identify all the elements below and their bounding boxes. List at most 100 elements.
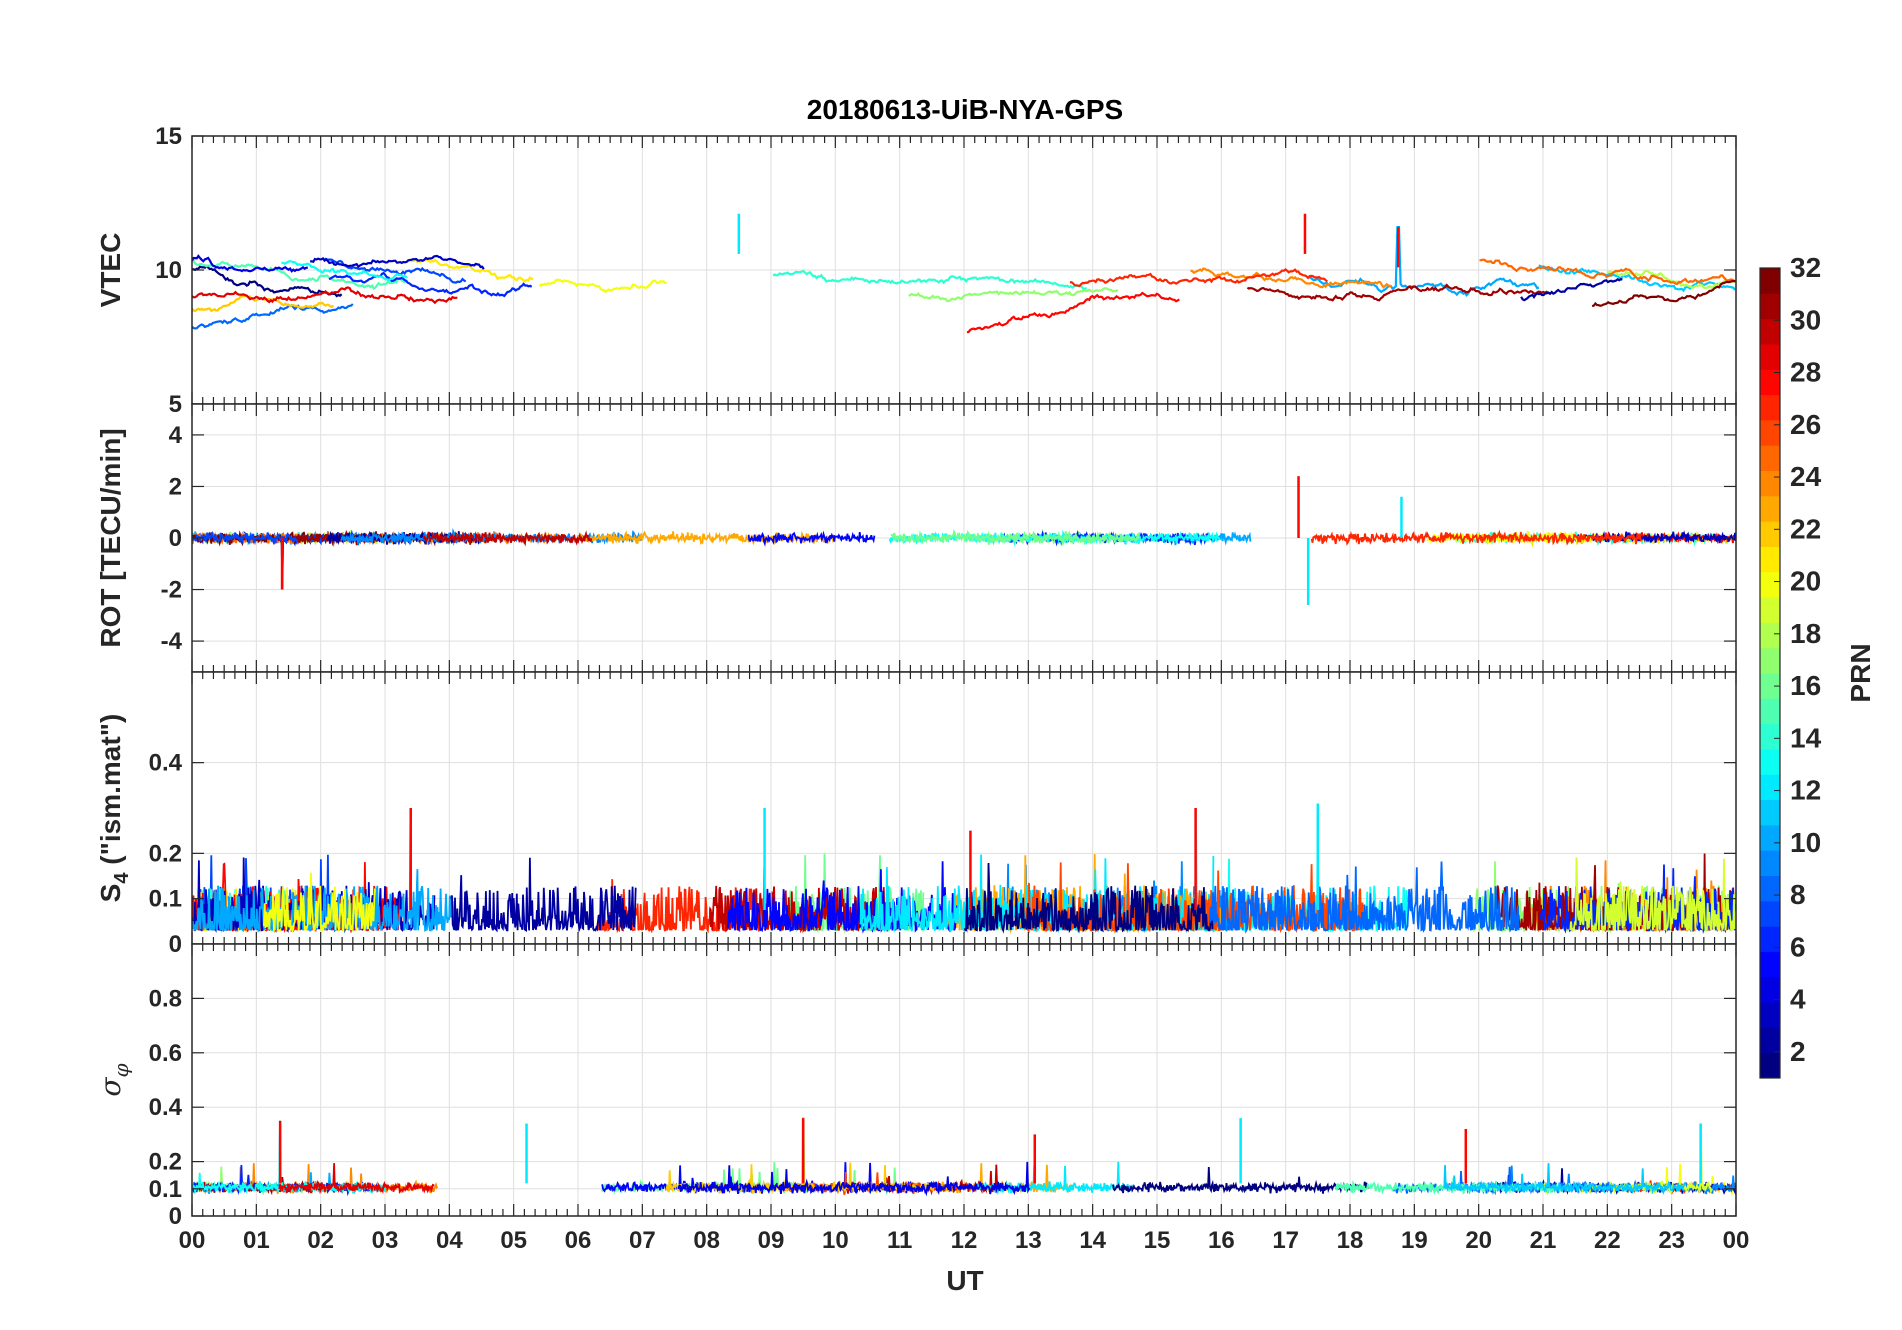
series-group [192, 527, 1736, 590]
y-axis-label-sigma-phi: σφ [94, 1063, 133, 1096]
x-tick-label: 01 [243, 1227, 270, 1254]
series-prn-13 [281, 260, 408, 282]
colorbar-swatch [1760, 622, 1780, 649]
y-axis-label-rot: ROT [TECU/min] [95, 428, 126, 647]
colorbar-swatch [1760, 343, 1780, 370]
x-tick-label: 14 [1079, 1227, 1106, 1254]
series-prn-14 [772, 270, 1087, 291]
colorbar-swatch [1760, 673, 1780, 699]
series-prn-10 [192, 807, 460, 934]
colorbar-swatch [1760, 900, 1780, 927]
x-ticks [191, 136, 1737, 404]
series-prn-32 [1591, 279, 1736, 308]
colorbar-swatch [1760, 1052, 1780, 1079]
colorbar-tick-label: 8 [1790, 879, 1806, 910]
colorbar-tick-label: 30 [1790, 304, 1821, 335]
y-tick-label: -4 [161, 628, 183, 655]
colorbar-swatch [1760, 546, 1780, 573]
colorbar-swatch [1760, 647, 1780, 674]
panel-vtec: 5 10 15 VTEC [95, 123, 1737, 418]
x-tick-label: 00 [1723, 1227, 1750, 1254]
y-tick-label: 4 [169, 422, 183, 449]
colorbar-swatch [1760, 875, 1780, 902]
series-prn-11 [1443, 1163, 1686, 1195]
x-tick-label: 09 [758, 1227, 785, 1254]
y-tick-label: 2 [169, 473, 182, 500]
series-prn-29 [278, 1163, 435, 1195]
colorbar-tick-label: 10 [1790, 827, 1821, 858]
colorbar-tick-label: 22 [1790, 513, 1821, 544]
peak-marks [278, 1118, 1702, 1184]
x-tick-label: 11 [887, 1227, 912, 1254]
colorbar-frame [1759, 267, 1781, 1079]
panel-rot: -4 -2 0 2 4 ROT [TECU/min] [95, 403, 1737, 673]
series-prn-1 [963, 862, 1215, 934]
x-tick-label: 21 [1530, 1227, 1557, 1254]
colorbar-swatch [1760, 571, 1780, 598]
y-tick-label: 0.4 [149, 750, 183, 777]
series-prn-27 [1310, 529, 1643, 547]
y-tick-label: -2 [161, 577, 182, 604]
x-tick-label: 15 [1144, 1227, 1171, 1254]
colorbar-tick-label: 20 [1790, 566, 1821, 597]
series-prn-4 [192, 254, 308, 273]
series-prn-1 [192, 264, 343, 298]
series-prn-28 [966, 291, 1180, 334]
x-tick-label: 20 [1465, 1227, 1492, 1254]
series-prn-6 [328, 271, 533, 298]
colorbar-swatch [1760, 521, 1780, 547]
series-prn-6 [1539, 864, 1736, 934]
y-tick-label: 0 [169, 1203, 182, 1230]
colorbar-tick-label: 6 [1790, 931, 1806, 962]
y-axis-label-rest: ("ism.mat") [95, 714, 126, 873]
colorbar-tick-label: 26 [1790, 409, 1821, 440]
y-tick-label: 0 [169, 931, 182, 958]
x-tick-label: 13 [1015, 1227, 1042, 1254]
x-tick-label: 22 [1594, 1227, 1621, 1254]
panel-sigma-phi: 00.10.2 0.4 0.6 0.8 σφ [94, 943, 1737, 1230]
x-tick-label: 02 [307, 1227, 334, 1254]
series-prn-19 [1569, 857, 1736, 934]
peak-marks [737, 213, 1400, 268]
x-ticks [191, 404, 1737, 672]
colorbar-swatch [1760, 1002, 1780, 1028]
series-prn-20 [263, 872, 376, 934]
x-tick-label: 08 [693, 1227, 720, 1254]
series-prn-10 [1307, 226, 1540, 297]
series-prn-31 [1246, 283, 1550, 302]
series-prn-3 [310, 254, 485, 270]
colorbar-swatch [1760, 394, 1780, 421]
colorbar-swatch [1760, 850, 1780, 876]
y-axis-label-vtec: VTEC [95, 233, 126, 308]
x-tick-label: 18 [1337, 1227, 1364, 1254]
y-tick-label: 10 [155, 257, 182, 284]
x-axis-label: UT [946, 1265, 983, 1296]
x-tick-labels: 00 01 02 03 04 05 06 07 08 09 10 11 12 13 14 15 16 17 18 19… [179, 1227, 1750, 1254]
colorbar-tick-label: 14 [1790, 722, 1822, 753]
y-axis-label-s4: S4 ("ism.mat") [95, 714, 133, 903]
y-tick-label: 0.1 [149, 886, 182, 913]
colorbar-swatch [1760, 445, 1780, 471]
series-prn-27 [1632, 1171, 1736, 1195]
y-axis-label-sub: φ [109, 1063, 133, 1077]
series-prn-21 [410, 257, 534, 283]
colorbar-label: PRN [1845, 643, 1876, 702]
x-tick-label: 10 [822, 1227, 849, 1254]
series-group [192, 1117, 1736, 1197]
colorbar-swatch [1760, 698, 1780, 725]
x-tick-label: 16 [1208, 1227, 1235, 1254]
series-prn-25 [1479, 258, 1736, 285]
colorbar-tick-label: 24 [1790, 461, 1822, 492]
x-tick-label: 05 [500, 1227, 527, 1254]
series-prn-20 [538, 278, 667, 294]
series-prn-4 [677, 1161, 1031, 1197]
x-tick-label: 04 [436, 1227, 463, 1254]
x-tick-label: 17 [1272, 1227, 1299, 1254]
series-prn-16 [890, 529, 1141, 547]
colorbar-swatch [1760, 748, 1780, 775]
colorbar-swatch [1760, 824, 1780, 851]
y-tick-label: 0.6 [149, 1040, 182, 1067]
x-ticks [191, 672, 1737, 944]
